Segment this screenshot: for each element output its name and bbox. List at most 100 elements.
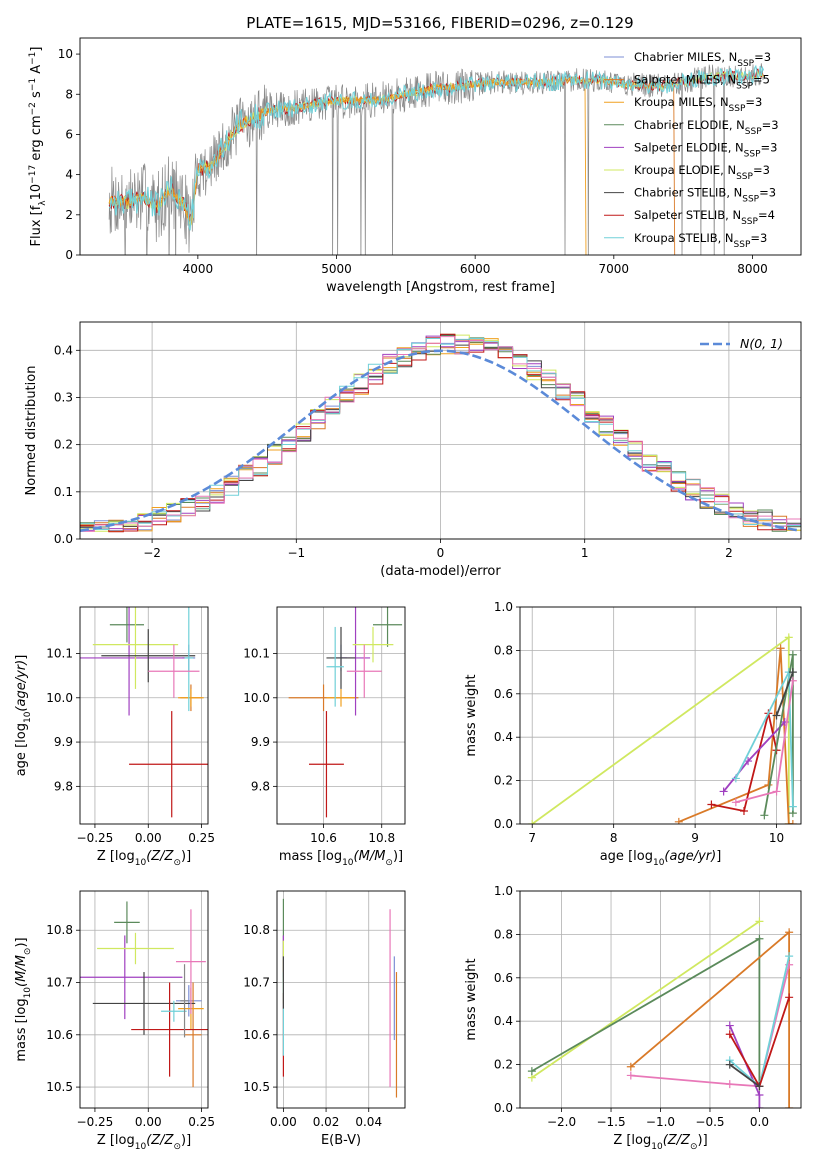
- y-tick-label: 0.2: [494, 774, 513, 788]
- mass-weight-marker: [785, 928, 794, 937]
- mass-weight-marker: [788, 802, 797, 811]
- legend-label: Salpeter ELODIE, NSSP=3: [634, 140, 777, 159]
- mass-weight-marker: [772, 787, 781, 796]
- x-tick-label: 0.0: [750, 1115, 769, 1129]
- mass-weight-marker: [707, 800, 716, 809]
- y-tick-label: 0.1: [54, 485, 73, 499]
- mass-weight-marker: [731, 798, 740, 807]
- mass-weight-marker: [527, 1067, 536, 1076]
- y-axis-label: mass weight: [464, 958, 479, 1040]
- mass-weight-line: [775, 671, 794, 716]
- x-tick-label: −1: [287, 546, 305, 560]
- mass-weight-marker: [784, 820, 793, 824]
- y-tick-label: 0.0: [494, 1101, 513, 1115]
- y-tick-label: 10.8: [243, 923, 270, 937]
- mass-weight-line: [531, 937, 761, 1087]
- mass-weight-marker: [725, 1030, 734, 1039]
- x-axis-label: Z [log10(Z/Z⊙)]: [97, 849, 191, 868]
- y-axis-label: age [log10(age/yr)]: [14, 655, 33, 777]
- y-tick-label: 9.8: [251, 779, 270, 793]
- y-tick-label: 9.8: [54, 779, 73, 793]
- x-tick-label: 0.02: [313, 1115, 340, 1129]
- y-tick-label: 9.9: [54, 735, 73, 749]
- x-tick-label: 0.25: [188, 1115, 215, 1129]
- chart-residuals: −2 −1 0 1 2 0.0 0.1 0.2 0.3 0.4 (data-model)/error…: [24, 321, 802, 579]
- y-tick-label: 10.7: [46, 976, 73, 990]
- y-tick-label: 0: [65, 248, 73, 262]
- errorbar-plot: [80, 901, 208, 1088]
- legend-label: Kroupa STELIB, NSSP=3: [634, 231, 767, 250]
- x-tick-label: 10.8: [368, 831, 395, 845]
- mass-weight-marker: [785, 993, 794, 1002]
- y-tick-label: 6: [65, 127, 73, 141]
- mass-weight-marker: [731, 774, 740, 783]
- mass-weight-line: [531, 920, 760, 1079]
- y-tick-label: 0.0: [54, 532, 73, 546]
- legend-label: Chabrier STELIB, NSSP=3: [634, 186, 776, 205]
- spectrum-plot: [108, 63, 765, 255]
- legend-label: Chabrier ELODIE, NSSP=3: [634, 118, 779, 137]
- x-tick-label: −1.5: [596, 1115, 625, 1129]
- mass-weight-marker: [626, 1062, 635, 1071]
- y-tick-label: 10.6: [46, 1028, 73, 1042]
- x-axis-label: Z [log10(Z/Z⊙)]: [97, 1133, 191, 1152]
- x-tick-label: −0.25: [77, 831, 114, 845]
- mass-weight-line: [729, 1063, 760, 1088]
- x-tick-label: 2: [725, 546, 733, 560]
- x-tick-label: 0.25: [188, 831, 215, 845]
- y-tick-label: 10.1: [243, 647, 270, 661]
- y-tick-label: 10.7: [243, 976, 270, 990]
- y-tick-label: 0.3: [54, 390, 73, 404]
- mass-weight-marker: [772, 711, 781, 720]
- mass-weight-marker: [785, 1104, 794, 1108]
- y-tick-label: 4: [65, 168, 73, 182]
- x-tick-label: −1.0: [646, 1115, 675, 1129]
- mass-weight-plot: [528, 633, 797, 824]
- mass-weight-line: [711, 713, 778, 813]
- x-tick-label: 7000: [599, 262, 630, 276]
- normal-curve: [80, 349, 801, 532]
- legend-label: Salpeter MILES, NSSP=5: [634, 73, 770, 92]
- mass-weight-marker: [725, 1080, 734, 1089]
- mass-weight-marker: [755, 934, 764, 943]
- errorbar-plot: [282, 898, 398, 1098]
- chart-spectrum: 4000 5000 6000 7000 8000 0 2 4 6 8 10 wavelength [A…: [28, 37, 802, 295]
- y-tick-label: 10: [58, 47, 73, 61]
- chart-mass-weight-vs-age: 7 8 9 10 0.0 0.2 0.4 0.6 0.8 1.0 age [log10(age/yr…: [464, 600, 802, 868]
- mass-weight-marker: [785, 952, 794, 961]
- observed-flux-line: [108, 63, 764, 255]
- figure-title: PLATE=1615, MJD=53166, FIBERID=0296, z=0…: [246, 14, 633, 32]
- x-axis-label: E(B-V): [321, 1133, 361, 1148]
- axes-frame: [79, 37, 802, 256]
- x-tick-label: −0.25: [77, 1115, 114, 1129]
- y-tick-label: 1.0: [494, 884, 513, 898]
- mass-weight-plot: [527, 917, 794, 1108]
- y-tick-label: 9.9: [251, 735, 270, 749]
- y-axis-label: Flux [fλ10−17 erg cm−2 s−1 A−1]: [28, 47, 48, 247]
- x-axis-label: (data-model)/error: [380, 564, 501, 579]
- y-tick-label: 10.8: [46, 923, 73, 937]
- legend-label: Kroupa MILES, NSSP=3: [634, 95, 762, 114]
- mass-weight-marker: [755, 917, 764, 926]
- x-tick-label: 7: [528, 831, 536, 845]
- histogram-step-line: [80, 336, 801, 532]
- y-tick-label: 2: [65, 208, 73, 222]
- y-tick-label: 0.8: [494, 927, 513, 941]
- x-tick-label: 0: [437, 546, 445, 560]
- axes-frame: [276, 890, 406, 1109]
- y-tick-label: 10.0: [46, 691, 73, 705]
- mass-weight-line: [531, 635, 790, 824]
- axes-frame: [276, 606, 406, 825]
- mass-weight-marker: [755, 1090, 764, 1099]
- x-tick-label: 4000: [183, 262, 214, 276]
- x-tick-label: −2.0: [547, 1115, 576, 1129]
- mass-weight-marker: [776, 644, 785, 653]
- chart-mass-vs-ebv: 0.00 0.02 0.04 10.5 10.6 10.7 10.8 E(B-V): [243, 890, 406, 1148]
- legend-label: Salpeter STELIB, NSSP=4: [634, 208, 775, 227]
- x-axis-label: wavelength [Angstrom, rest frame]: [326, 280, 555, 295]
- chart-age-vs-z: −0.25 0.00 0.25 9.8 9.9 10.0 10.1 Z [log10(Z/Z⊙…: [14, 606, 215, 868]
- y-tick-label: 0.4: [494, 1014, 513, 1028]
- y-tick-label: 10.6: [243, 1028, 270, 1042]
